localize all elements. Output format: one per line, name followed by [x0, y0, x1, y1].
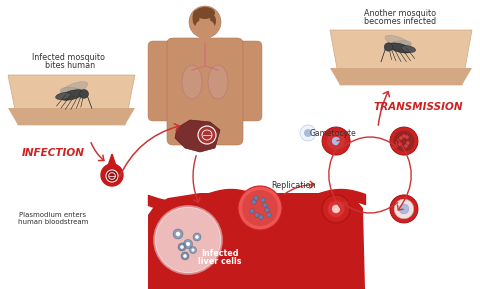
Circle shape [192, 249, 194, 252]
Circle shape [322, 127, 350, 155]
Circle shape [406, 141, 410, 145]
Ellipse shape [389, 43, 411, 53]
Circle shape [193, 233, 201, 241]
Ellipse shape [401, 46, 416, 52]
Circle shape [80, 90, 88, 98]
Circle shape [154, 206, 222, 274]
Circle shape [176, 232, 180, 236]
Ellipse shape [210, 15, 216, 27]
Circle shape [300, 125, 316, 141]
Ellipse shape [384, 41, 411, 51]
FancyBboxPatch shape [167, 38, 243, 145]
Text: human bloodstream: human bloodstream [18, 219, 88, 225]
Polygon shape [101, 164, 123, 186]
Ellipse shape [182, 65, 202, 99]
Text: Gametocyte: Gametocyte [310, 129, 357, 138]
FancyBboxPatch shape [199, 35, 211, 46]
Circle shape [399, 136, 403, 140]
Text: Infected: Infected [201, 249, 239, 258]
Polygon shape [8, 75, 135, 125]
Polygon shape [175, 120, 220, 152]
Circle shape [261, 198, 265, 202]
Circle shape [267, 213, 271, 217]
Text: becomes infected: becomes infected [364, 17, 436, 26]
Circle shape [398, 142, 402, 146]
Polygon shape [330, 30, 472, 85]
Ellipse shape [195, 19, 215, 32]
Circle shape [173, 229, 183, 239]
Circle shape [399, 204, 409, 214]
Ellipse shape [56, 92, 71, 100]
Circle shape [328, 201, 345, 217]
Ellipse shape [192, 10, 200, 26]
Circle shape [322, 195, 350, 223]
Circle shape [259, 215, 263, 219]
Circle shape [156, 208, 220, 272]
Polygon shape [106, 154, 118, 172]
Circle shape [250, 209, 254, 213]
Ellipse shape [60, 90, 84, 100]
Circle shape [390, 127, 418, 155]
Ellipse shape [385, 35, 411, 48]
Circle shape [181, 252, 189, 260]
Circle shape [252, 200, 256, 204]
Circle shape [238, 186, 282, 230]
Circle shape [263, 203, 267, 207]
Text: bites human: bites human [40, 61, 96, 70]
FancyBboxPatch shape [232, 41, 262, 121]
Polygon shape [148, 193, 365, 289]
Circle shape [189, 6, 221, 38]
Text: Replication: Replication [272, 181, 316, 190]
Circle shape [384, 43, 393, 51]
Circle shape [195, 235, 199, 239]
Circle shape [183, 240, 192, 249]
Ellipse shape [208, 65, 228, 99]
Circle shape [332, 205, 340, 213]
Circle shape [394, 131, 414, 151]
Circle shape [332, 137, 340, 145]
Text: liver cells: liver cells [198, 257, 242, 266]
Circle shape [394, 199, 414, 219]
Circle shape [402, 134, 406, 138]
Circle shape [390, 195, 418, 223]
Text: TRANSMISSION: TRANSMISSION [373, 102, 463, 112]
Circle shape [327, 132, 345, 150]
Ellipse shape [60, 87, 88, 98]
Circle shape [265, 208, 269, 212]
Text: Infected mosquito: Infected mosquito [32, 53, 105, 62]
Circle shape [405, 135, 409, 139]
Ellipse shape [195, 7, 215, 19]
Text: Plasmodium enters: Plasmodium enters [19, 212, 86, 218]
Circle shape [106, 170, 118, 182]
Circle shape [198, 126, 216, 144]
Circle shape [178, 243, 186, 251]
Circle shape [254, 196, 258, 200]
Text: Another mosquito: Another mosquito [364, 9, 436, 18]
Circle shape [183, 254, 187, 258]
Text: INFECTION: INFECTION [22, 148, 84, 158]
Circle shape [242, 190, 278, 226]
Circle shape [304, 129, 312, 137]
Polygon shape [330, 68, 472, 85]
Circle shape [190, 247, 196, 253]
Circle shape [180, 245, 184, 249]
Circle shape [186, 242, 190, 246]
Circle shape [255, 213, 259, 217]
Circle shape [404, 144, 408, 148]
FancyBboxPatch shape [148, 41, 178, 121]
Ellipse shape [60, 82, 88, 95]
Polygon shape [8, 108, 135, 125]
